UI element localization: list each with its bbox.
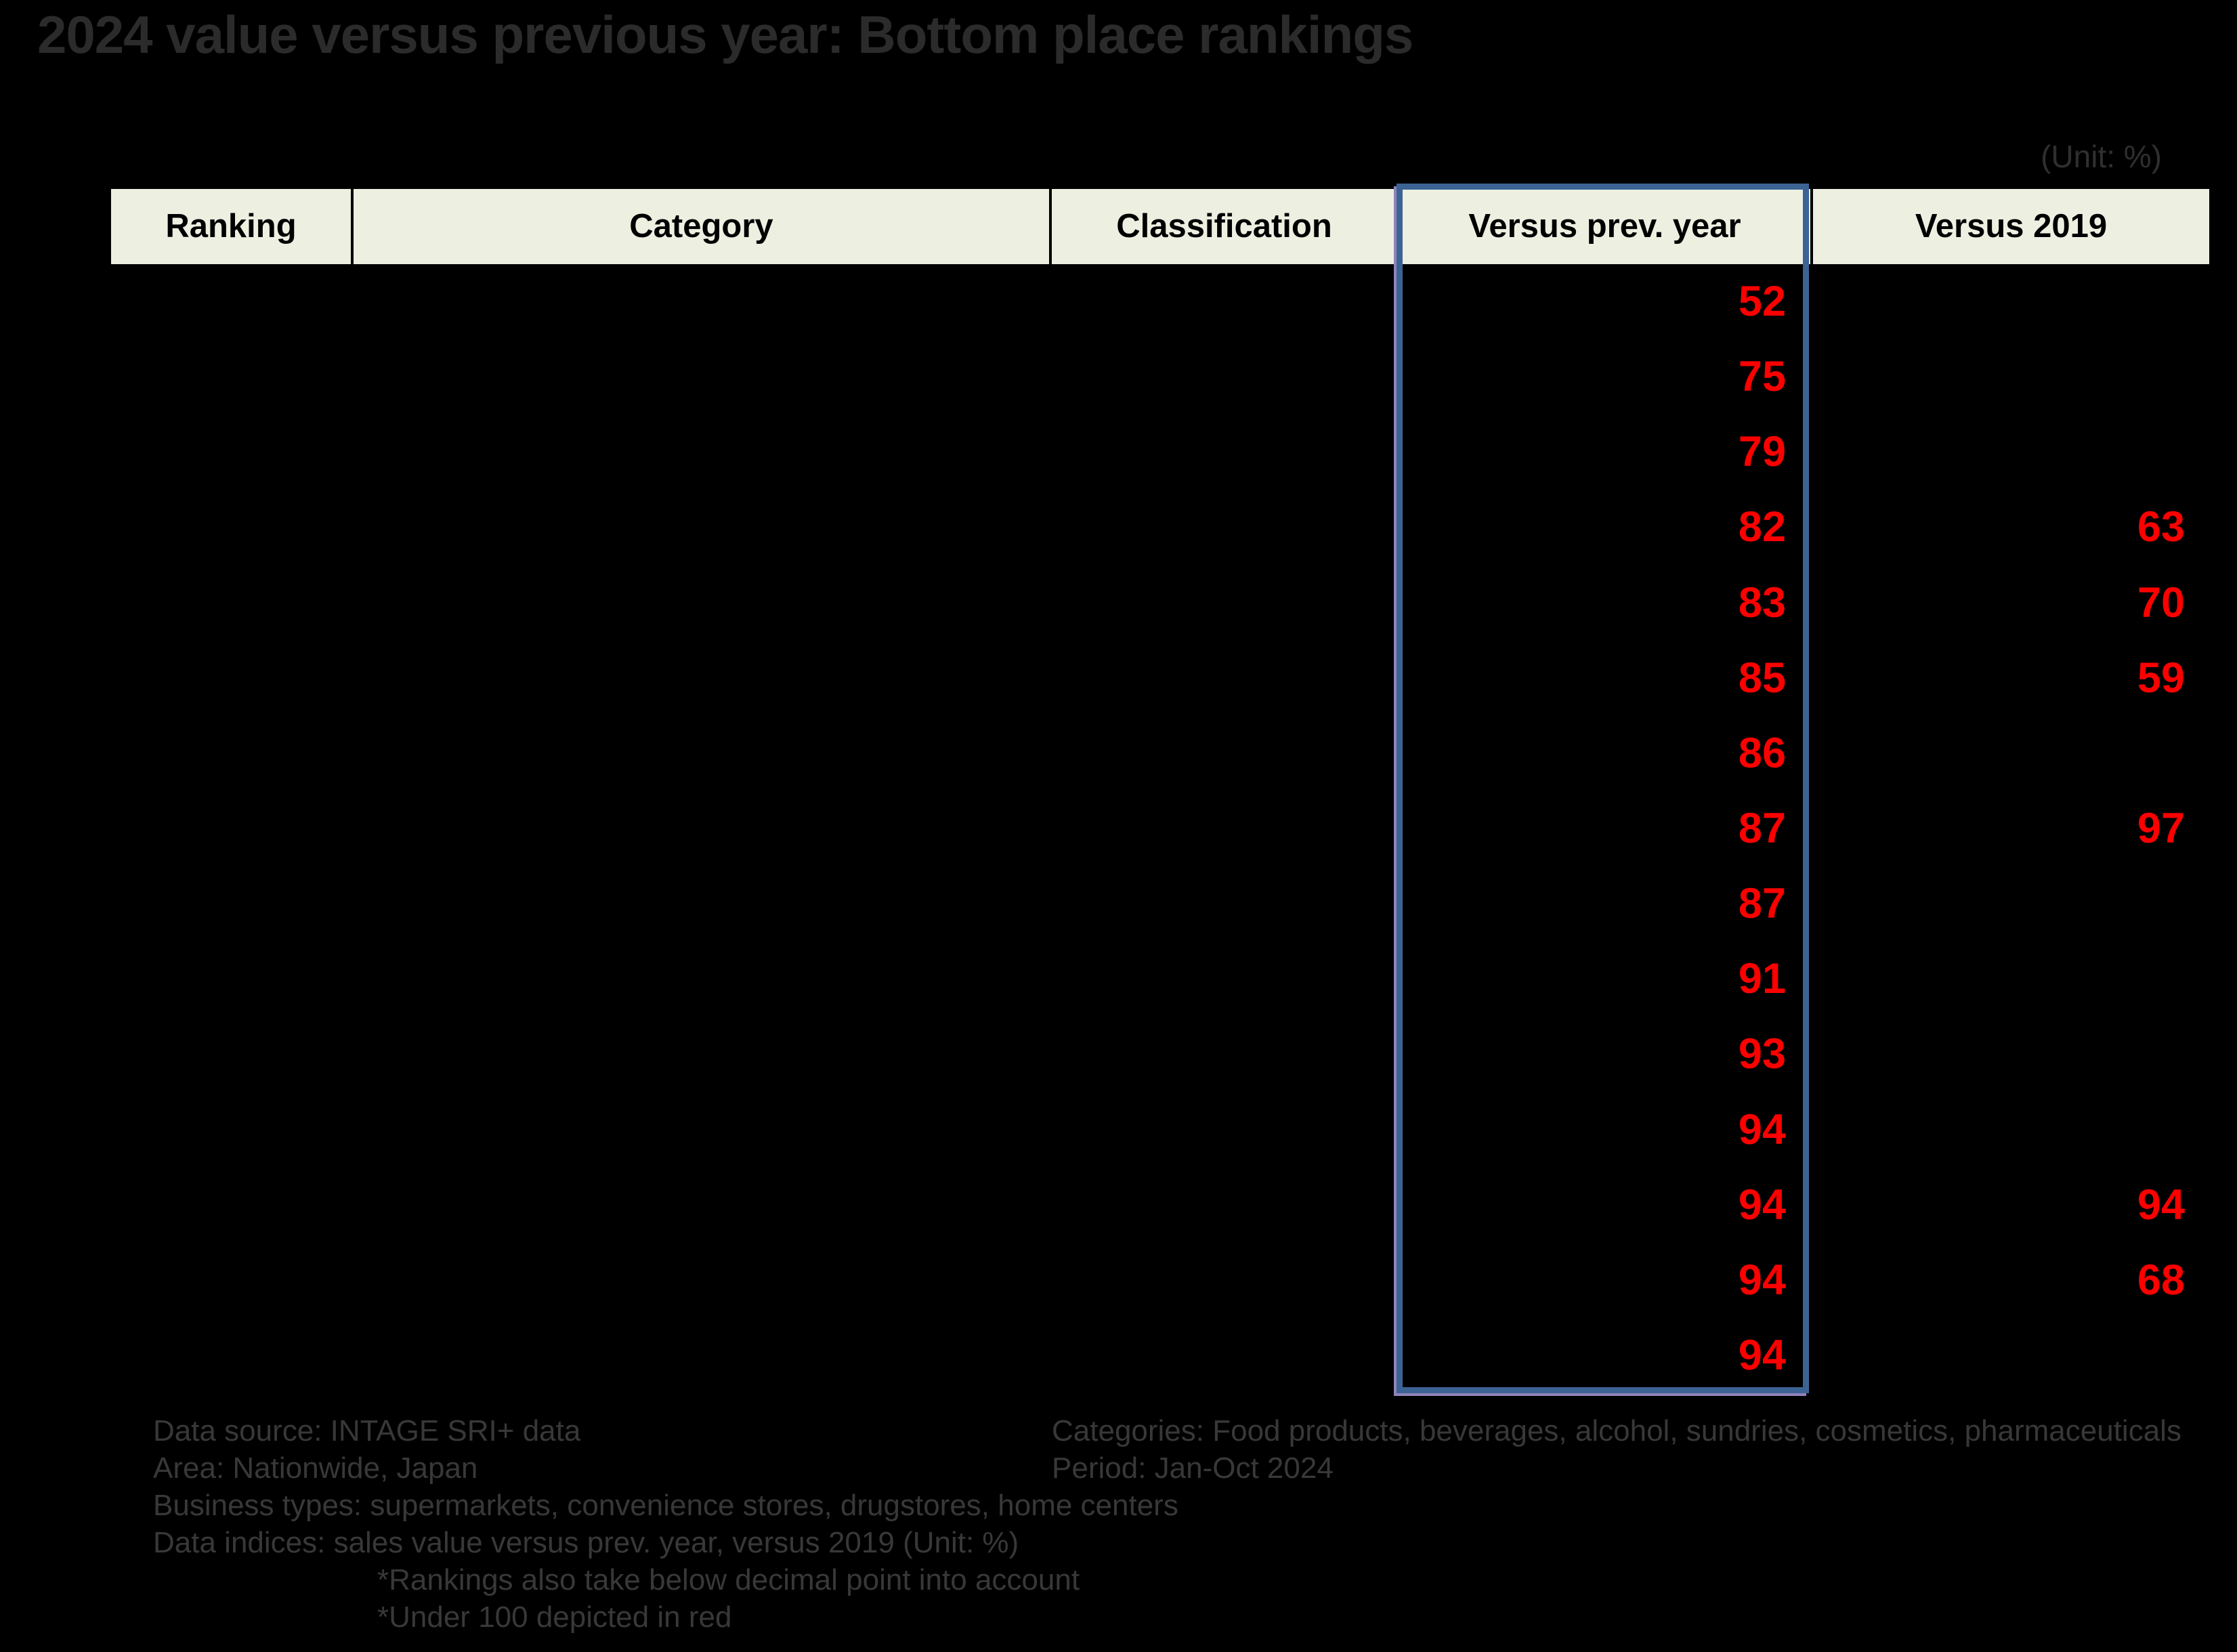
versus-2019-value	[1810, 339, 2209, 415]
table-row: 94 68	[111, 1243, 2209, 1318]
versus-2019-value	[1810, 1093, 2209, 1168]
page-title: 2024 value versus previous year: Bottom …	[37, 5, 1413, 64]
versus-prev-value: 94	[1738, 1331, 1786, 1379]
versus-prev-value: 94	[1738, 1181, 1786, 1229]
versus-2019-value: 70	[2137, 578, 2185, 627]
versus-2019-value: 63	[2137, 503, 2185, 551]
rankings-table: Ranking Category Classification Versus p…	[111, 189, 2209, 1393]
footer-area: Area: Nationwide, Japan	[153, 1452, 478, 1485]
footer-business-types: Business types: supermarkets, convenienc…	[153, 1489, 1178, 1522]
header-category: Category	[351, 189, 1049, 264]
table-row: 91	[111, 941, 2209, 1017]
table-row: 75	[111, 339, 2209, 415]
versus-prev-value: 86	[1738, 729, 1786, 777]
versus-prev-value: 52	[1738, 278, 1786, 325]
versus-prev-value: 94	[1738, 1256, 1786, 1304]
versus-prev-value: 91	[1738, 955, 1786, 1003]
header-versus-prev-year: Versus prev. year	[1397, 189, 1810, 264]
versus-2019-value: 97	[2137, 804, 2185, 852]
versus-2019-value	[1810, 264, 2209, 339]
table-row: 94 94	[111, 1168, 2209, 1243]
table-row: 87	[111, 866, 2209, 941]
footer-data-source: Data source: INTAGE SRI+ data	[153, 1414, 581, 1447]
versus-prev-value: 87	[1738, 804, 1786, 852]
versus-prev-value: 83	[1738, 578, 1786, 627]
table-row: 83 70	[111, 566, 2209, 641]
versus-2019-value: 59	[2137, 654, 2185, 702]
versus-prev-value: 75	[1738, 353, 1786, 401]
header-versus-2019: Versus 2019	[1810, 189, 2209, 264]
table-row: 86	[111, 716, 2209, 791]
footer-categories: Categories: Food products, beverages, al…	[1052, 1414, 2181, 1447]
versus-prev-value: 87	[1738, 880, 1786, 928]
versus-2019-value	[1810, 941, 2209, 1017]
footer-note-red: *Under 100 depicted in red	[377, 1601, 732, 1634]
unit-note: (Unit: %)	[2041, 139, 2162, 174]
header-ranking: Ranking	[111, 189, 351, 264]
table-body: 52 75 79 82 63 83 70 85 59	[111, 264, 2209, 1393]
versus-prev-value: 85	[1738, 654, 1786, 702]
versus-prev-value: 79	[1738, 428, 1786, 476]
versus-prev-value: 82	[1738, 503, 1786, 551]
versus-prev-value: 94	[1738, 1105, 1786, 1153]
versus-2019-value: 68	[2137, 1256, 2185, 1304]
footer-data-indices: Data indices: sales value versus prev. y…	[153, 1526, 1019, 1559]
versus-2019-value: 94	[2137, 1181, 2185, 1229]
table-row: 87 97	[111, 791, 2209, 866]
versus-2019-value	[1810, 1318, 2209, 1393]
table-row: 93	[111, 1017, 2209, 1092]
header-classification: Classification	[1049, 189, 1397, 264]
table-row: 94	[111, 1093, 2209, 1168]
versus-2019-value	[1810, 716, 2209, 791]
versus-2019-value	[1810, 415, 2209, 490]
table-row: 85 59	[111, 641, 2209, 716]
table-row: 52	[111, 264, 2209, 339]
table-row: 82 63	[111, 490, 2209, 565]
table-row: 79	[111, 415, 2209, 490]
footer-period: Period: Jan-Oct 2024	[1052, 1452, 1334, 1485]
footer-note-rankings: *Rankings also take below decimal point …	[377, 1563, 1080, 1596]
versus-prev-value: 93	[1738, 1030, 1786, 1078]
table-header-row: Ranking Category Classification Versus p…	[111, 189, 2209, 264]
versus-2019-value	[1810, 866, 2209, 941]
table-row: 94	[111, 1318, 2209, 1393]
versus-2019-value	[1810, 1017, 2209, 1092]
